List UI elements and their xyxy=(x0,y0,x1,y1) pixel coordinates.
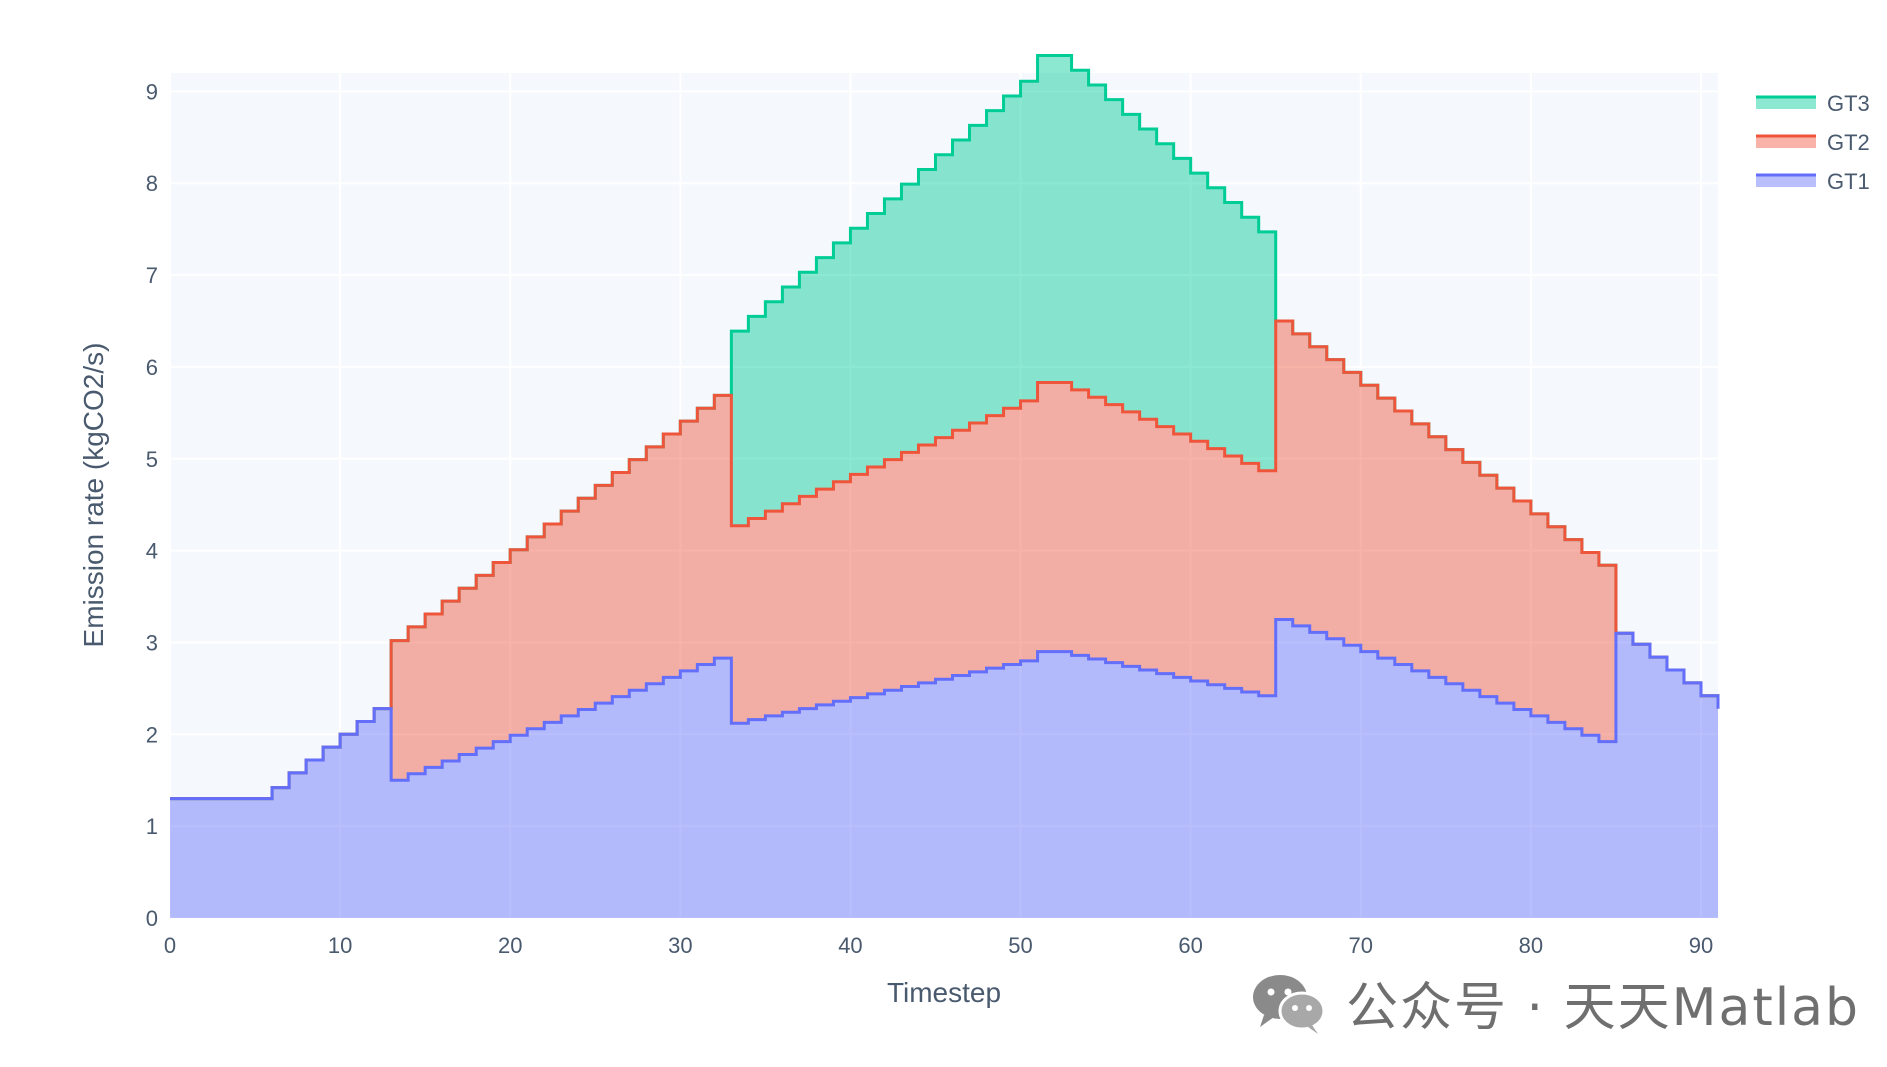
y-tick-label: 0 xyxy=(146,906,158,931)
area-gt3 xyxy=(170,55,1718,799)
area-gt2 xyxy=(170,320,1718,799)
x-axis-ticks: 0 10 20 30 40 50 60 70 80 90 xyxy=(164,933,1713,958)
y-tick-label: 9 xyxy=(146,79,158,104)
x-tick-label: 10 xyxy=(328,933,352,958)
x-tick-label: 60 xyxy=(1178,933,1202,958)
watermark: 公众号 · 天天Matlab xyxy=(1250,965,1860,1040)
x-tick-label: 0 xyxy=(164,933,176,958)
legend: GT3 GT2 GT1 xyxy=(1756,91,1870,194)
legend-swatch-gt3 xyxy=(1756,97,1816,109)
legend-swatch-gt1 xyxy=(1756,175,1816,187)
line-gt2 xyxy=(170,319,1720,801)
y-tick-label: 3 xyxy=(146,630,158,655)
x-tick-label: 70 xyxy=(1349,933,1373,958)
grid-lines xyxy=(169,73,1718,919)
legend-swatch-gt2 xyxy=(1756,136,1816,148)
watermark-text: 公众号 · 天天Matlab xyxy=(1346,978,1861,1038)
series-lines xyxy=(170,54,1720,801)
area-gt1 xyxy=(170,619,1718,918)
plot-background xyxy=(170,73,1718,918)
legend-label-gt3: GT3 xyxy=(1827,91,1870,116)
x-tick-label: 40 xyxy=(838,933,862,958)
x-tick-label: 50 xyxy=(1008,933,1032,958)
x-tick-label: 90 xyxy=(1689,933,1713,958)
series-areas xyxy=(170,55,1718,918)
y-axis-ticks: 0 1 2 3 4 5 6 7 8 9 xyxy=(146,79,158,931)
y-tick-label: 8 xyxy=(146,171,158,196)
x-axis-title: Timestep xyxy=(887,977,1001,1008)
x-tick-label: 80 xyxy=(1519,933,1543,958)
x-tick-label: 20 xyxy=(498,933,522,958)
y-tick-label: 2 xyxy=(146,722,158,747)
legend-label-gt1: GT1 xyxy=(1827,169,1870,194)
line-gt1 xyxy=(170,617,1720,801)
y-tick-label: 4 xyxy=(146,539,158,564)
y-axis-title: Emission rate (kgCO2/s) xyxy=(78,343,109,648)
y-tick-label: 1 xyxy=(146,814,158,839)
y-tick-label: 6 xyxy=(146,355,158,380)
y-tick-label: 5 xyxy=(146,447,158,472)
wechat-icon xyxy=(1253,974,1326,1034)
y-tick-label: 7 xyxy=(146,263,158,288)
x-tick-label: 30 xyxy=(668,933,692,958)
legend-label-gt2: GT2 xyxy=(1827,130,1870,155)
